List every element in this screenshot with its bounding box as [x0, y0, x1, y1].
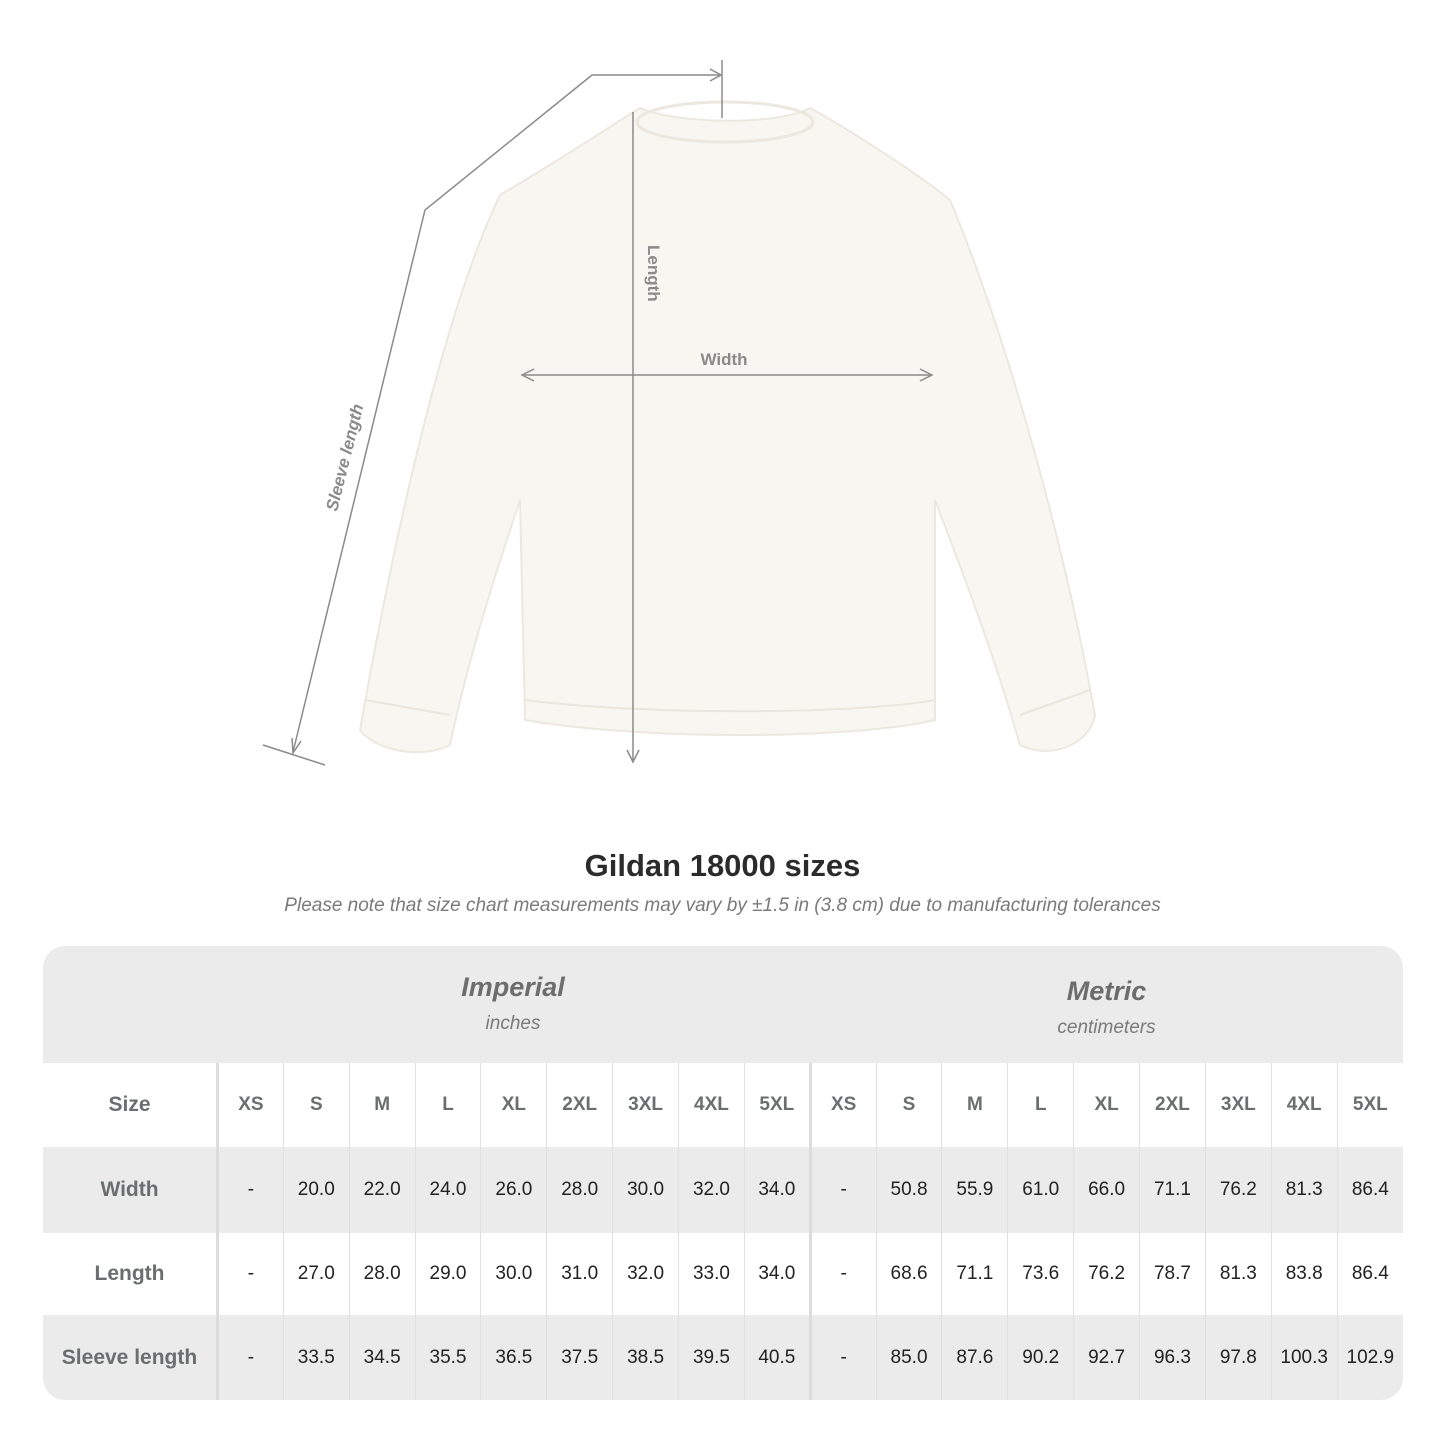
- imperial-value: 32.0: [678, 1147, 745, 1233]
- metric-value: 61.0: [1007, 1147, 1074, 1233]
- metric-value: -: [808, 1315, 877, 1400]
- imperial-value: 36.5: [480, 1315, 547, 1400]
- imperial-value: 30.0: [480, 1233, 547, 1315]
- imperial-value: 29.0: [414, 1233, 481, 1315]
- metric-value: 68.6: [875, 1233, 942, 1315]
- size-header: 2XL: [1139, 1063, 1206, 1147]
- imperial-value: 38.5: [612, 1315, 679, 1400]
- metric-value: 50.8: [875, 1147, 942, 1233]
- imperial-value: 37.5: [546, 1315, 613, 1400]
- size-header: L: [414, 1063, 481, 1147]
- imperial-unit: inches: [485, 1013, 541, 1034]
- metric-value: -: [808, 1233, 877, 1315]
- metric-value: 87.6: [941, 1315, 1008, 1400]
- metric-value: 86.4: [1336, 1147, 1403, 1233]
- imperial-value: 34.0: [743, 1147, 811, 1233]
- sweatshirt-diagram: Length Width Sleeve length: [262, 60, 1097, 766]
- sleeve-length-label: Sleeve length: [322, 402, 367, 513]
- metric-value: 78.7: [1139, 1233, 1206, 1315]
- row-header: Length: [43, 1233, 219, 1315]
- imperial-value: 33.0: [678, 1233, 745, 1315]
- size-header: XS: [808, 1063, 877, 1147]
- size-header: S: [875, 1063, 942, 1147]
- width-label: Width: [700, 350, 747, 369]
- row-header: Size: [43, 1063, 219, 1147]
- size-header: 2XL: [546, 1063, 613, 1147]
- sweatshirt-image: [358, 100, 1097, 754]
- metric-value: 66.0: [1073, 1147, 1140, 1233]
- size-header: XS: [217, 1063, 284, 1147]
- metric-value: 100.3: [1270, 1315, 1338, 1400]
- metric-value: 73.6: [1007, 1233, 1074, 1315]
- size-header: XL: [480, 1063, 547, 1147]
- imperial-value: 33.5: [282, 1315, 350, 1400]
- metric-value: 92.7: [1073, 1315, 1140, 1400]
- tolerance-note: Please note that size chart measurements…: [284, 895, 1161, 916]
- imperial-value: 28.0: [348, 1233, 416, 1315]
- size-header: 4XL: [1270, 1063, 1338, 1147]
- table-row: Width -20.0 22.0 24.0 26.0 28.0 30.0 32.0 34.0-5…: [43, 1147, 1403, 1233]
- metric-value: 85.0: [875, 1315, 942, 1400]
- table-row: Sleeve length -33.5 34.5 35.5 36.5 37.5 38.5 39…: [43, 1315, 1403, 1400]
- unit-header: Imperial inches Metric centimeters: [43, 946, 1403, 1063]
- row-header: Sleeve length: [43, 1315, 219, 1400]
- measurement-lines: [262, 60, 934, 766]
- measurements-table: Size XS S M L XL 2XL 3XL 4XL 5XL XS S M L XL 2XL 3XL 4XL 5…: [43, 1063, 1403, 1400]
- metric-value: 97.8: [1204, 1315, 1272, 1400]
- size-header: S: [282, 1063, 350, 1147]
- size-header: L: [1007, 1063, 1074, 1147]
- imperial-value: 22.0: [348, 1147, 416, 1233]
- imperial-value: 32.0: [612, 1233, 679, 1315]
- metric-title: Metric: [1066, 976, 1147, 1006]
- imperial-value: 20.0: [282, 1147, 350, 1233]
- size-header: 3XL: [1204, 1063, 1272, 1147]
- size-row: Size XS S M L XL 2XL 3XL 4XL 5XL XS S M L XL 2XL 3XL 4XL 5…: [43, 1063, 1403, 1147]
- imperial-value: 31.0: [546, 1233, 613, 1315]
- imperial-value: 35.5: [414, 1315, 481, 1400]
- metric-value: 71.1: [1139, 1147, 1206, 1233]
- metric-value: 71.1: [941, 1233, 1008, 1315]
- imperial-value: 26.0: [480, 1147, 547, 1233]
- imperial-title: Imperial: [461, 972, 565, 1002]
- size-table: Imperial inches Metric centimeters Size X…: [43, 946, 1403, 1400]
- size-header: M: [941, 1063, 1008, 1147]
- row-header: Width: [43, 1147, 219, 1233]
- metric-value: 76.2: [1073, 1233, 1140, 1315]
- size-header: 3XL: [612, 1063, 679, 1147]
- metric-value: 102.9: [1336, 1315, 1403, 1400]
- metric-value: 81.3: [1204, 1233, 1272, 1315]
- metric-unit: centimeters: [1057, 1017, 1156, 1038]
- metric-value: 96.3: [1139, 1315, 1206, 1400]
- metric-header: Metric centimeters: [810, 976, 1403, 1039]
- metric-value: -: [808, 1147, 877, 1233]
- imperial-value: 34.0: [743, 1233, 811, 1315]
- page-title: Gildan 18000 sizes: [584, 848, 861, 883]
- imperial-value: -: [217, 1315, 284, 1400]
- imperial-value: -: [217, 1147, 284, 1233]
- imperial-value: -: [217, 1233, 284, 1315]
- imperial-value: 24.0: [414, 1147, 481, 1233]
- imperial-value: 40.5: [743, 1315, 811, 1400]
- size-header: XL: [1073, 1063, 1140, 1147]
- imperial-value: 28.0: [546, 1147, 613, 1233]
- size-header: 5XL: [743, 1063, 811, 1147]
- imperial-value: 27.0: [282, 1233, 350, 1315]
- imperial-value: 30.0: [612, 1147, 679, 1233]
- metric-value: 76.2: [1204, 1147, 1272, 1233]
- length-label: Length: [644, 245, 663, 302]
- size-header: 5XL: [1336, 1063, 1403, 1147]
- imperial-header: Imperial inches: [216, 972, 810, 1035]
- metric-value: 83.8: [1270, 1233, 1338, 1315]
- imperial-value: 34.5: [348, 1315, 416, 1400]
- metric-value: 55.9: [941, 1147, 1008, 1233]
- size-header: M: [348, 1063, 416, 1147]
- metric-value: 81.3: [1270, 1147, 1338, 1233]
- size-header: 4XL: [678, 1063, 745, 1147]
- metric-value: 86.4: [1336, 1233, 1403, 1315]
- imperial-value: 39.5: [678, 1315, 745, 1400]
- table-row: Length -27.0 28.0 29.0 30.0 31.0 32.0 33.0 34.0-…: [43, 1233, 1403, 1315]
- metric-value: 90.2: [1007, 1315, 1074, 1400]
